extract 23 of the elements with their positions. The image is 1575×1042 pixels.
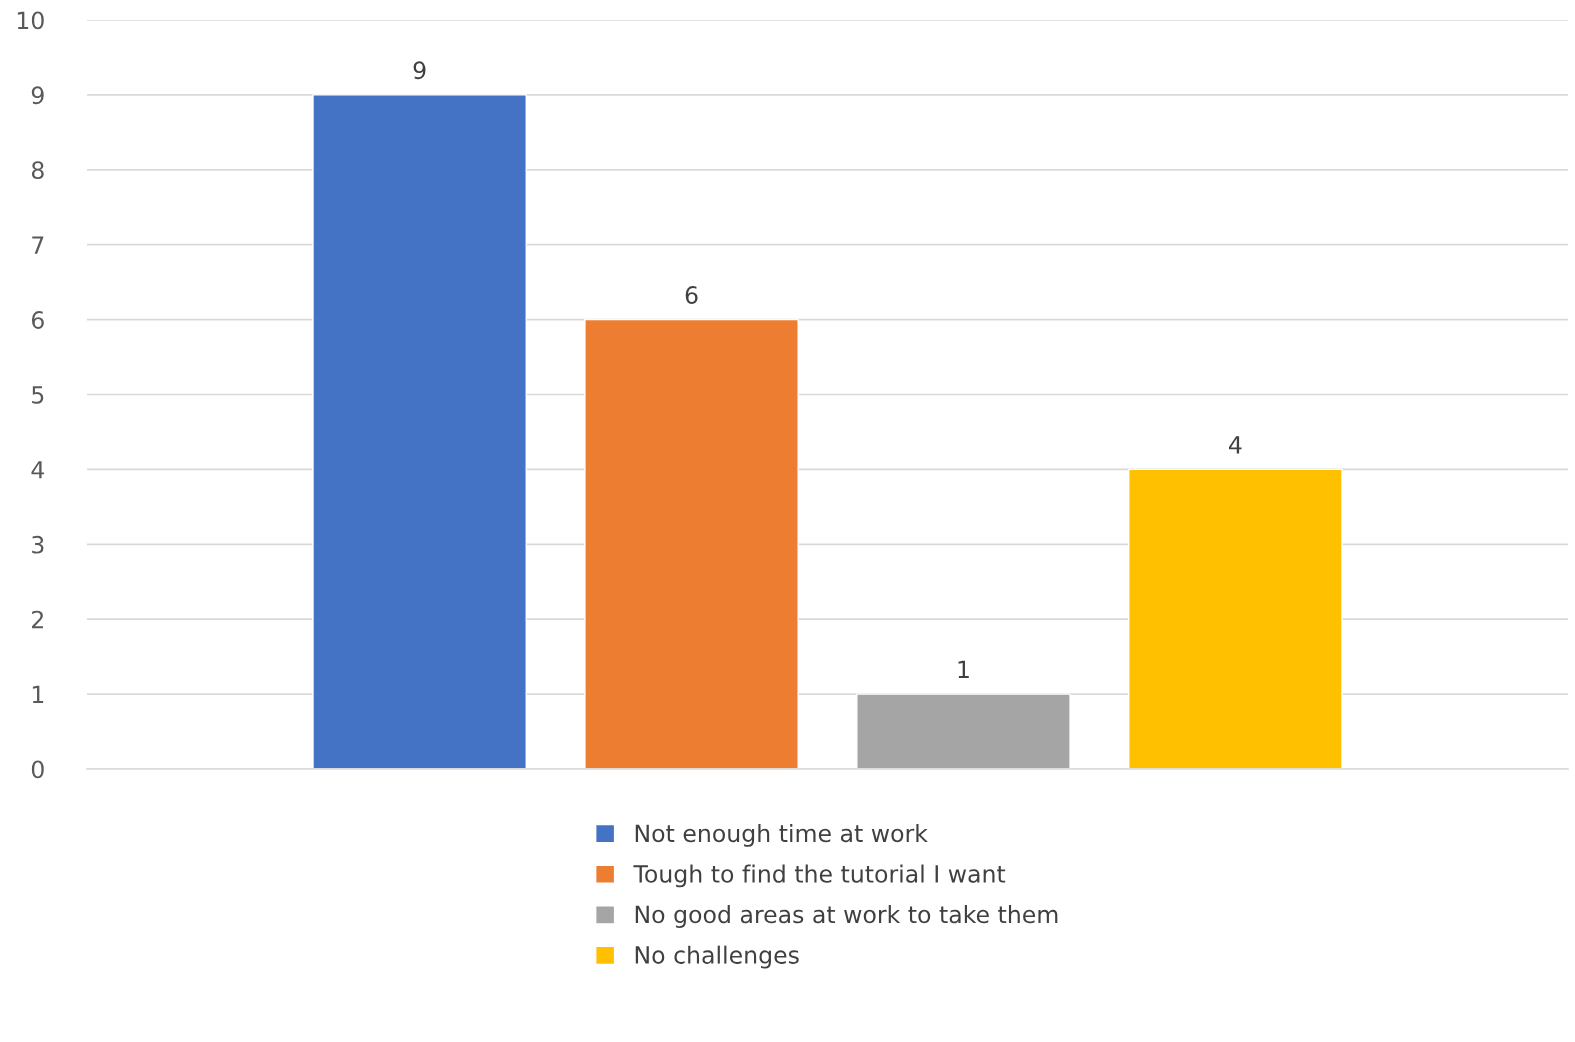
bar xyxy=(312,94,527,769)
data-label: 4 xyxy=(1229,436,1242,454)
y-tick-label: 4 xyxy=(31,461,45,479)
y-tick-label: 8 xyxy=(31,161,44,180)
y-tick-label: 6 xyxy=(31,311,44,329)
legend-label: No challenges xyxy=(635,945,799,969)
y-tick-label: 1 xyxy=(32,685,44,704)
bar xyxy=(584,318,799,769)
legend-label: No good areas at work to take them xyxy=(635,905,1058,928)
y-tick-label: 5 xyxy=(32,386,44,404)
legend-label: Not enough time at work xyxy=(635,823,928,847)
legend-label: Tough to find the tutorial I want xyxy=(633,864,1006,888)
data-label: 9 xyxy=(413,61,426,80)
y-tick-label: 10 xyxy=(17,11,44,30)
y-tick-label: 9 xyxy=(31,86,44,105)
y-tick-label: 3 xyxy=(32,535,44,554)
data-label: 1 xyxy=(958,660,969,679)
bar xyxy=(1128,468,1343,769)
y-tick-label: 7 xyxy=(32,236,44,254)
bar xyxy=(856,693,1071,769)
y-tick-label: 0 xyxy=(31,760,44,779)
y-tick-label: 2 xyxy=(32,610,43,629)
data-label: 6 xyxy=(685,286,698,304)
